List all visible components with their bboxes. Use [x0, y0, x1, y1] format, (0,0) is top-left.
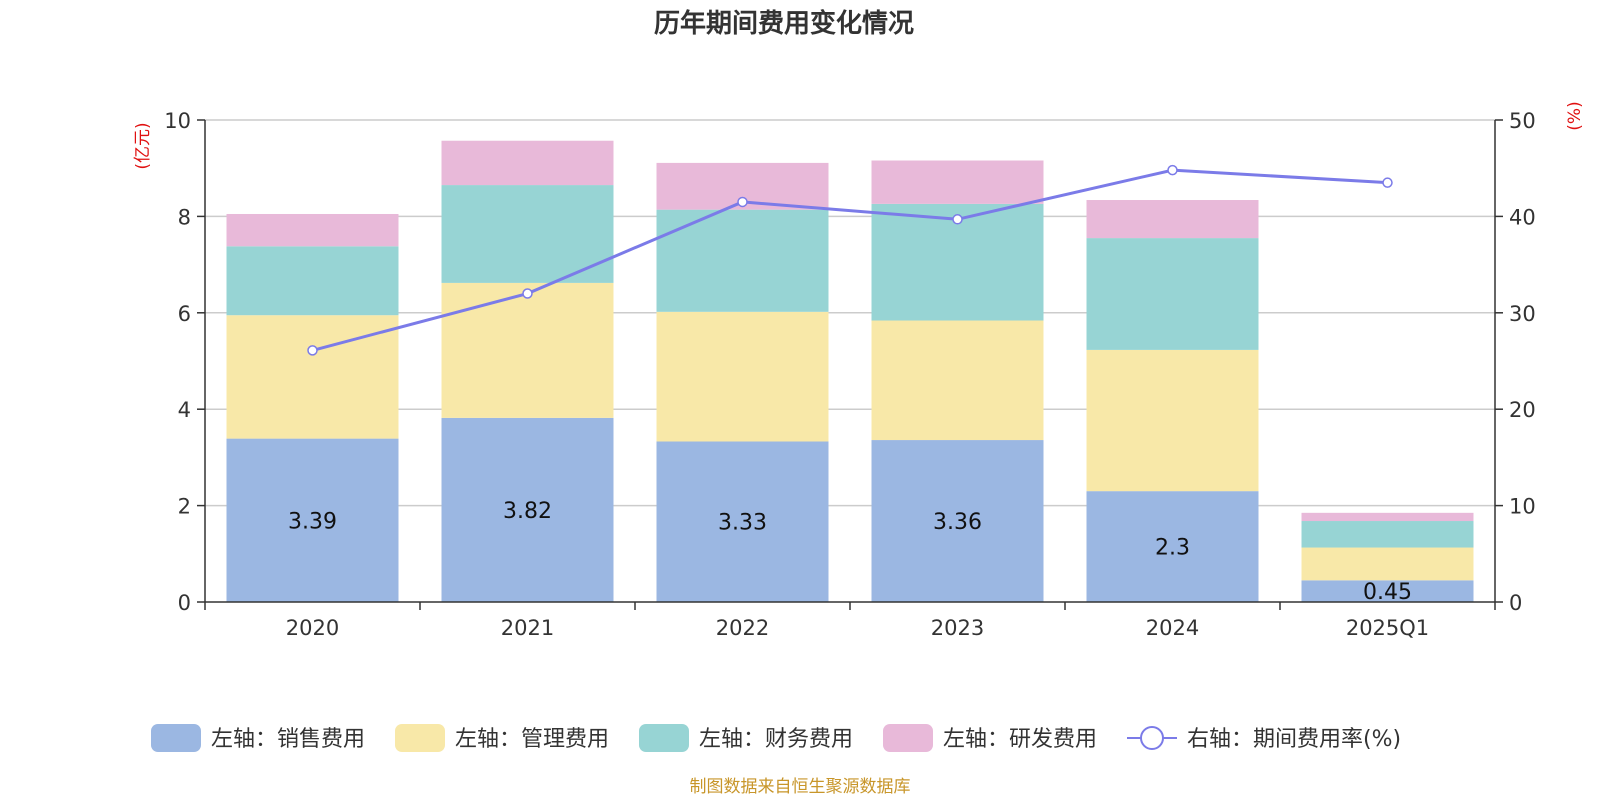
left-axis-unit: (亿元)	[133, 122, 153, 169]
rate-point	[307, 345, 318, 356]
bars	[226, 140, 1474, 602]
chart-title: 历年期间费用变化情况	[654, 8, 914, 39]
rate-line	[312, 168, 1388, 352]
bar-segment-3	[656, 209, 829, 312]
legend-circle-marker	[1140, 726, 1164, 750]
left-tick-label: 0	[178, 591, 191, 615]
legend-label: 左轴：管理费用	[455, 727, 609, 752]
bar-segment-2	[1301, 547, 1474, 581]
bar-segment-4	[441, 140, 614, 186]
grid-lines	[205, 119, 1495, 507]
left-tick-label: 4	[178, 398, 191, 422]
rate-point	[1382, 177, 1393, 188]
bar-value-label: 0.45	[1363, 580, 1412, 605]
legend-swatch	[151, 724, 201, 752]
legend-swatch	[395, 724, 445, 752]
bar-segment-1	[441, 417, 614, 602]
x-tick-label: 2021	[501, 616, 554, 640]
legend-label: 左轴：研发费用	[943, 727, 1097, 752]
x-tick-label: 2024	[1146, 616, 1199, 640]
left-tick-label: 8	[178, 205, 191, 229]
bar-value-label: 3.33	[718, 511, 767, 536]
bar-segment-4	[226, 213, 399, 247]
bar-segment-2	[441, 282, 614, 418]
x-tick-label: 2022	[716, 616, 769, 640]
rate-point	[522, 288, 533, 299]
bar-segment-4	[1301, 512, 1474, 522]
x-tick-label: 2025Q1	[1346, 616, 1429, 640]
legend-label: 左轴：财务费用	[699, 727, 853, 752]
right-tick-label: 20	[1509, 398, 1536, 422]
bar-segment-1	[871, 440, 1044, 602]
legend-label: 右轴：期间费用率(%)	[1187, 727, 1401, 752]
rate-point	[1167, 164, 1178, 176]
bar-segment-1	[1086, 491, 1259, 602]
legend-swatch	[639, 724, 689, 752]
bar-segment-2	[1086, 349, 1259, 492]
data-labels: 3.39 3.82 3.33 3.36 2.3 0.45	[288, 499, 1412, 605]
bar-segment-3	[1086, 238, 1259, 350]
x-tick-label: 2020	[286, 616, 339, 640]
source-note: 制图数据来自恒生聚源数据库	[690, 777, 911, 797]
bar-value-label: 3.39	[288, 509, 337, 534]
bar-segment-1	[226, 438, 399, 602]
right-axis-unit: (%)	[1565, 101, 1585, 130]
bar-value-label: 3.36	[933, 510, 982, 535]
x-tick-label: 2023	[931, 616, 984, 640]
bar-segment-2	[656, 311, 829, 442]
legend-swatch	[883, 724, 933, 752]
right-tick-label: 50	[1509, 109, 1536, 133]
right-tick-label: 30	[1509, 302, 1536, 326]
right-tick-label: 0	[1509, 591, 1522, 615]
axes: 0 2 4 6 8 10 0 10 20 30 40 50 2020 2021 2022 2023 2024 20…	[164, 109, 1535, 640]
bar-segment-3	[226, 246, 399, 316]
left-tick-label: 6	[178, 302, 191, 326]
rate-point	[737, 196, 748, 208]
left-tick-label: 2	[178, 495, 191, 519]
left-tick-label: 10	[164, 109, 191, 133]
bar-segment-1	[1301, 580, 1474, 602]
rate-point	[952, 214, 963, 225]
bar-segment-3	[1301, 521, 1474, 548]
bar-segment-2	[871, 320, 1044, 441]
bar-value-label: 2.3	[1155, 536, 1190, 561]
right-tick-label: 10	[1509, 495, 1536, 519]
legend: 左轴：销售费用 左轴：管理费用 左轴：财务费用 左轴：研发费用 右轴：期间费用率(%)	[151, 724, 1401, 752]
bar-segment-4	[1086, 200, 1259, 239]
bar-value-label: 3.82	[503, 499, 552, 524]
bar-segment-4	[871, 160, 1044, 204]
right-tick-label: 40	[1509, 205, 1536, 229]
expense-rate-line	[307, 164, 1393, 356]
legend-label: 左轴：销售费用	[211, 727, 365, 752]
bar-segment-1	[656, 441, 829, 602]
bar-segment-3	[441, 185, 614, 283]
